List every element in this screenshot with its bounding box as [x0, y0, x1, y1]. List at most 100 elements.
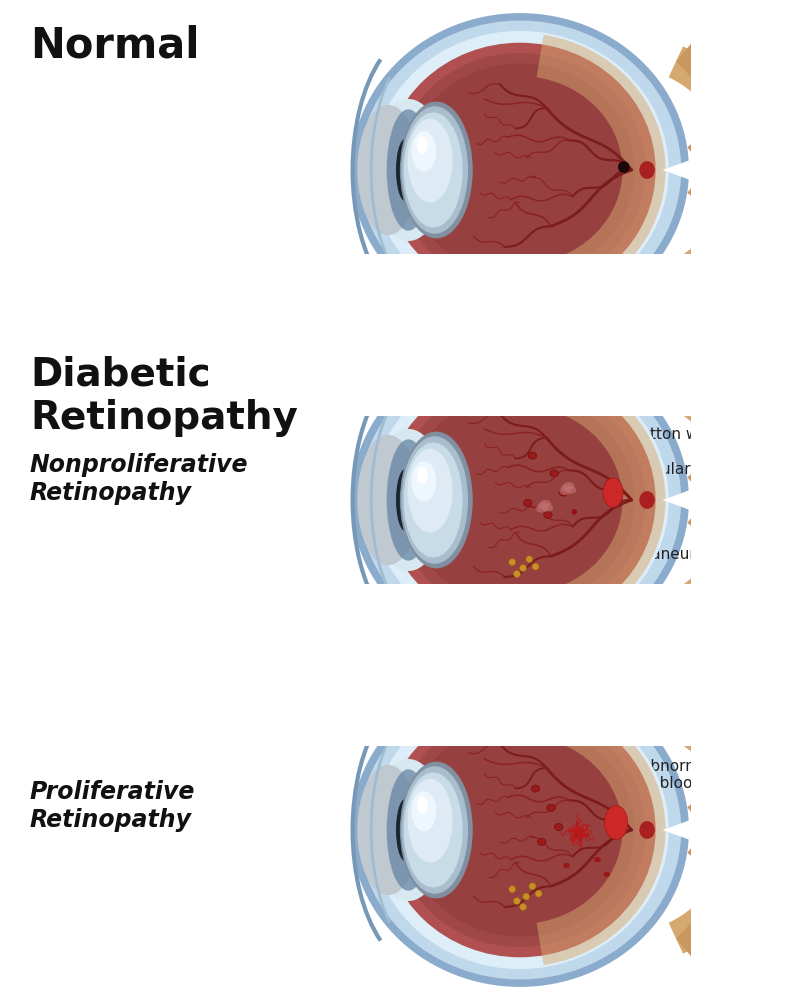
- Ellipse shape: [404, 113, 463, 227]
- Wedge shape: [675, 700, 737, 871]
- Circle shape: [514, 571, 520, 577]
- Circle shape: [532, 563, 539, 570]
- Wedge shape: [669, 46, 762, 294]
- Ellipse shape: [604, 872, 610, 877]
- Ellipse shape: [400, 762, 473, 898]
- Text: Macular edema: Macular edema: [621, 462, 748, 496]
- Ellipse shape: [371, 361, 669, 639]
- Ellipse shape: [537, 505, 547, 513]
- Ellipse shape: [357, 105, 419, 235]
- Bar: [342, 584, 706, 664]
- Circle shape: [618, 161, 629, 173]
- Ellipse shape: [417, 466, 427, 484]
- Text: Abnormal growth
of blood vessels: Abnormal growth of blood vessels: [608, 759, 772, 809]
- Ellipse shape: [542, 504, 553, 512]
- Ellipse shape: [387, 109, 430, 231]
- Ellipse shape: [385, 43, 655, 297]
- Ellipse shape: [371, 691, 669, 969]
- Ellipse shape: [411, 131, 436, 172]
- Bar: [0, 0, 8, 1000]
- Ellipse shape: [559, 489, 568, 496]
- Bar: [342, 254, 706, 334]
- Wedge shape: [669, 376, 762, 624]
- Ellipse shape: [396, 139, 415, 201]
- Bar: [342, 336, 706, 416]
- Ellipse shape: [387, 439, 430, 561]
- Wedge shape: [663, 157, 701, 183]
- Text: Microaneurysm: Microaneurysm: [543, 548, 728, 562]
- Circle shape: [509, 886, 516, 893]
- Ellipse shape: [359, 21, 681, 319]
- Ellipse shape: [547, 804, 555, 811]
- Circle shape: [526, 556, 532, 563]
- Text: Nonproliferative
Retinopathy: Nonproliferative Retinopathy: [30, 453, 249, 505]
- Ellipse shape: [417, 136, 427, 154]
- Ellipse shape: [531, 785, 540, 792]
- Ellipse shape: [371, 429, 445, 571]
- Ellipse shape: [559, 487, 570, 495]
- Ellipse shape: [594, 857, 601, 862]
- Ellipse shape: [537, 838, 546, 845]
- Bar: [342, 0, 706, 4]
- Ellipse shape: [411, 461, 436, 502]
- Text: Diabetic
Retinopathy: Diabetic Retinopathy: [30, 355, 298, 437]
- Wedge shape: [675, 129, 737, 300]
- Ellipse shape: [385, 703, 655, 957]
- Ellipse shape: [554, 823, 563, 831]
- Text: Cotton wool spots: Cotton wool spots: [568, 428, 768, 455]
- Ellipse shape: [407, 449, 452, 533]
- Ellipse shape: [400, 102, 473, 238]
- Ellipse shape: [407, 119, 452, 203]
- Ellipse shape: [561, 484, 572, 492]
- Ellipse shape: [357, 765, 419, 895]
- Ellipse shape: [359, 351, 681, 649]
- Ellipse shape: [407, 779, 452, 863]
- Circle shape: [529, 883, 536, 890]
- Bar: [800, 0, 808, 1000]
- Ellipse shape: [396, 799, 415, 861]
- Ellipse shape: [351, 13, 689, 327]
- Ellipse shape: [396, 469, 415, 531]
- Text: Proliferative
Retinopathy: Proliferative Retinopathy: [30, 780, 196, 832]
- Ellipse shape: [402, 106, 468, 234]
- Ellipse shape: [639, 161, 654, 179]
- Wedge shape: [675, 789, 737, 960]
- Circle shape: [523, 893, 529, 900]
- Ellipse shape: [394, 53, 646, 287]
- Ellipse shape: [406, 393, 635, 607]
- Ellipse shape: [394, 383, 646, 617]
- Ellipse shape: [563, 482, 574, 490]
- Circle shape: [535, 890, 542, 897]
- Ellipse shape: [639, 821, 654, 839]
- Ellipse shape: [639, 491, 654, 509]
- Bar: [342, 996, 706, 1000]
- Ellipse shape: [406, 63, 635, 277]
- Ellipse shape: [604, 806, 628, 840]
- Ellipse shape: [351, 673, 689, 987]
- Ellipse shape: [400, 432, 473, 568]
- Text: Normal: Normal: [30, 25, 200, 67]
- Ellipse shape: [359, 681, 681, 979]
- Ellipse shape: [406, 723, 635, 937]
- Ellipse shape: [394, 713, 646, 947]
- Circle shape: [520, 565, 527, 571]
- Ellipse shape: [603, 478, 623, 507]
- Ellipse shape: [371, 99, 445, 241]
- Bar: [691, 337, 808, 663]
- Ellipse shape: [404, 443, 463, 557]
- Ellipse shape: [411, 791, 436, 832]
- Ellipse shape: [528, 452, 537, 459]
- Circle shape: [520, 904, 527, 910]
- Wedge shape: [663, 817, 701, 843]
- Ellipse shape: [544, 511, 552, 518]
- Wedge shape: [675, 459, 737, 630]
- Ellipse shape: [563, 863, 570, 868]
- Bar: [0, 0, 808, 8]
- Bar: [691, 7, 808, 333]
- Ellipse shape: [371, 759, 445, 901]
- Circle shape: [514, 898, 520, 904]
- Ellipse shape: [404, 773, 463, 887]
- Text: Hemorrhage: Hemorrhage: [553, 392, 726, 429]
- Ellipse shape: [549, 470, 558, 477]
- Bar: [0, 992, 808, 1000]
